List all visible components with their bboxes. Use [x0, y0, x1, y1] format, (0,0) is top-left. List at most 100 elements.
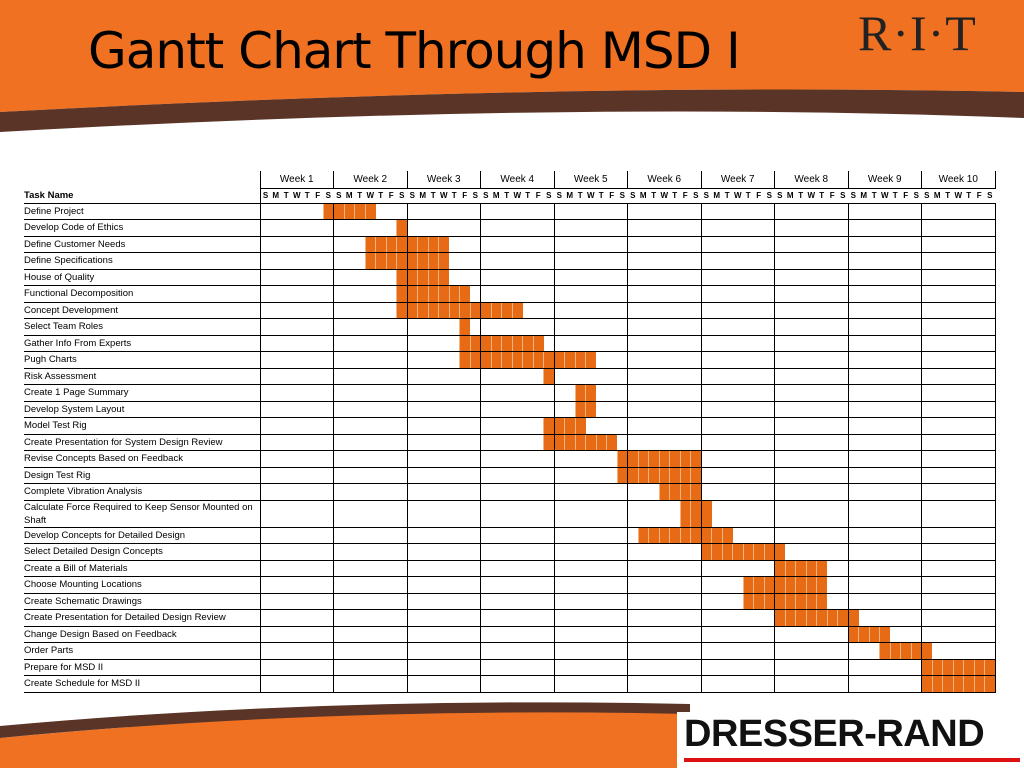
gantt-day-cell	[890, 285, 901, 303]
gantt-day-cell	[858, 609, 869, 627]
gantt-day-cell	[690, 219, 702, 237]
gantt-day-cell	[711, 642, 722, 660]
gantt-day-cell	[942, 434, 953, 451]
gantt-day-cell	[785, 467, 796, 484]
gantt-day-cell	[921, 285, 932, 303]
gantt-day-cell	[932, 593, 943, 610]
gantt-day-cell	[816, 450, 827, 468]
gantt-day-cell	[470, 434, 481, 451]
gantt-day-cell	[806, 500, 817, 528]
gantt-day-cell	[648, 401, 659, 418]
gantt-day-cell	[281, 417, 292, 435]
gantt-day-cell	[764, 236, 775, 253]
gantt-day-cell	[774, 527, 785, 544]
gantt-day-cell	[606, 252, 617, 270]
gantt-day-cell	[375, 351, 386, 369]
week-header-row: Week 1 Week 2 Week 3 Week 4 Week 5 Week 6 Week…	[24, 171, 996, 189]
day-letter: S	[480, 188, 491, 204]
gantt-day-cell	[270, 483, 281, 501]
gantt-day-cell	[501, 483, 512, 501]
gantt-day-cell	[953, 593, 964, 610]
gantt-day-cell	[375, 576, 386, 594]
gantt-day-cell	[585, 543, 596, 561]
gantt-day-cell	[837, 417, 849, 435]
gantt-day-cell	[921, 626, 932, 643]
gantt-day-cell	[312, 467, 323, 484]
gantt-day-cell	[827, 626, 838, 643]
gantt-day-cell	[501, 467, 512, 484]
gantt-day-cell	[344, 527, 355, 544]
gantt-day-cell	[858, 219, 869, 237]
gantt-day-cell	[501, 626, 512, 643]
gantt-day-cell	[396, 384, 408, 402]
gantt-day-cell	[911, 219, 922, 237]
gantt-bar-cell	[417, 302, 428, 319]
gantt-day-cell	[690, 269, 702, 286]
week-label: Week 7	[700, 171, 775, 189]
gantt-day-cell	[354, 302, 365, 319]
gantt-day-cell	[617, 609, 628, 627]
gantt-day-cell	[575, 236, 586, 253]
gantt-day-cell	[984, 335, 996, 352]
gantt-day-cell	[932, 335, 943, 352]
gantt-day-cell	[743, 434, 754, 451]
gantt-day-cell	[459, 368, 470, 385]
gantt-bar-cell	[658, 450, 670, 468]
gantt-day-cell	[659, 417, 670, 435]
gantt-day-cell	[291, 593, 302, 610]
gantt-day-cell	[680, 434, 691, 451]
gantt-day-cell	[764, 483, 775, 501]
gantt-day-cell	[921, 219, 932, 237]
gantt-day-cell	[638, 500, 649, 528]
gantt-day-cell	[974, 593, 985, 610]
gantt-day-cell	[890, 576, 901, 594]
task-row: Prepare for MSD II	[24, 659, 996, 676]
gantt-day-cell	[690, 434, 702, 451]
gantt-day-cell	[333, 642, 344, 660]
gantt-day-cell	[858, 593, 869, 610]
gantt-day-cell	[869, 576, 880, 594]
gantt-bar-cell	[858, 626, 869, 643]
gantt-day-cell	[260, 269, 271, 286]
gantt-day-cell	[501, 252, 512, 270]
gantt-day-cell	[270, 659, 281, 676]
gantt-day-cell	[291, 335, 302, 352]
gantt-day-cell	[323, 609, 334, 627]
gantt-day-cell	[375, 467, 386, 484]
gantt-day-cell	[606, 642, 617, 660]
gantt-day-cell	[932, 434, 943, 451]
gantt-day-cell	[333, 417, 344, 435]
gantt-day-cell	[396, 417, 408, 435]
gantt-day-cell	[564, 675, 575, 693]
gantt-day-cell	[396, 368, 408, 385]
gantt-day-cell	[722, 467, 733, 484]
footer-brown-swoosh	[0, 702, 690, 738]
gantt-day-cell	[753, 219, 764, 237]
gantt-day-cell	[932, 467, 943, 484]
gantt-day-cell	[774, 401, 785, 418]
gantt-bar-cell	[721, 527, 733, 544]
gantt-day-cell	[774, 285, 785, 303]
gantt-day-cell	[743, 450, 754, 468]
gantt-day-cell	[627, 500, 638, 528]
gantt-day-cell	[869, 500, 880, 528]
task-row: Revise Concepts Based on Feedback	[24, 450, 996, 468]
gantt-day-cell	[722, 593, 733, 610]
gantt-day-cell	[638, 318, 649, 336]
gantt-day-cell	[407, 642, 418, 660]
task-row: Develop Code of Ethics	[24, 219, 996, 237]
gantt-day-cell	[291, 609, 302, 627]
gantt-day-cell	[302, 252, 313, 270]
gantt-day-cell	[617, 351, 628, 369]
gantt-day-cell	[459, 609, 470, 627]
gantt-day-cell	[260, 626, 271, 643]
gantt-day-cell	[911, 450, 922, 468]
gantt-day-cell	[312, 434, 323, 451]
gantt-day-cell	[260, 252, 271, 270]
gantt-day-cell	[669, 576, 680, 594]
gantt-day-cell	[680, 368, 691, 385]
gantt-day-cell	[480, 401, 491, 418]
gantt-day-cell	[491, 527, 502, 544]
gantt-day-cell	[501, 219, 512, 237]
gantt-day-cell	[984, 384, 996, 402]
